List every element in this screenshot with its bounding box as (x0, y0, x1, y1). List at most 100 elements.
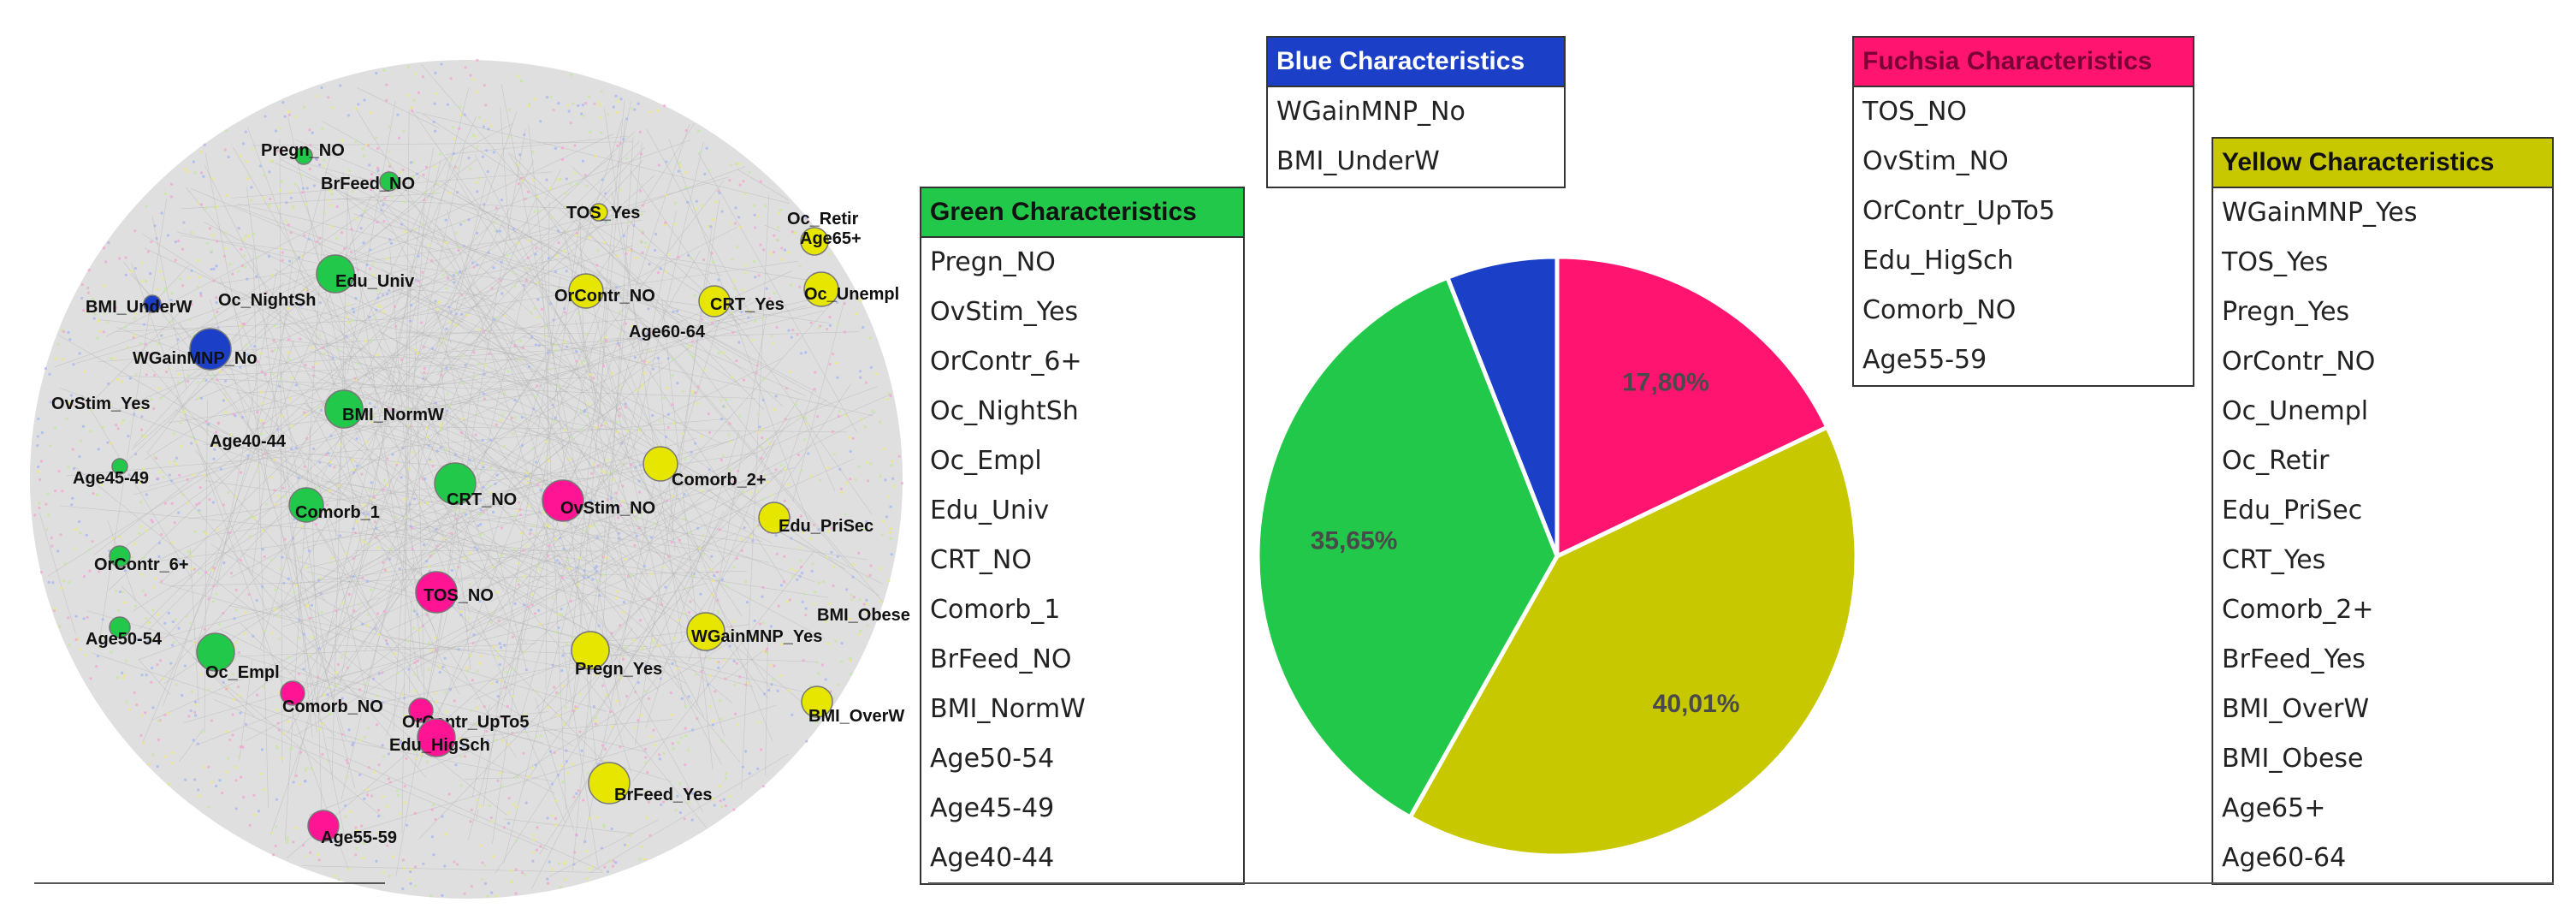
yellow-legend-item: BrFeed_Yes (2222, 644, 2366, 674)
network-node (294, 146, 313, 165)
network-node (698, 285, 731, 318)
network-node-label: BMI_Obese (817, 606, 910, 625)
fuchsia-legend-item: TOS_NO (1862, 97, 1968, 127)
network-node (588, 762, 631, 804)
blue-legend-item: WGainMNP_No (1276, 97, 1466, 127)
network-node (316, 254, 355, 294)
yellow-legend-title: Yellow Characteristics (2213, 139, 2552, 188)
network-node-label: BMI_UnderW (86, 298, 192, 317)
network-node (542, 479, 584, 522)
green-legend-item: Oc_NightSh (930, 396, 1079, 426)
pie-slices (1255, 254, 1859, 858)
yellow-characteristics-legend: Yellow Characteristics WGainMNP_Yes TOS_Y… (2212, 137, 2554, 885)
network-node-label: Oc_Retir (787, 210, 859, 229)
fuchsia-legend-item: OvStim_NO (1862, 146, 2009, 176)
network-node (800, 227, 829, 256)
green-legend-item: Oc_Empl (930, 446, 1042, 476)
bottom-rule-right (928, 882, 2554, 884)
network-node (686, 612, 725, 651)
green-legend-item: OvStim_Yes (930, 297, 1079, 327)
green-legend-item: Age45-49 (930, 793, 1055, 823)
network-node (196, 632, 235, 672)
network-node (109, 616, 131, 638)
network-node-label: Pregn_NO (261, 141, 345, 160)
network-node-label: WGainMNP_No (133, 349, 258, 368)
network-node (109, 545, 131, 567)
network-node (324, 389, 364, 429)
network-node-label: TOS_NO (423, 586, 494, 605)
network-node (288, 487, 324, 523)
bottom-rule-left (34, 882, 385, 884)
network-graph: Pregn_NO BrFeed_NO Edu_Univ Oc_NightSh BMI_U… (30, 58, 910, 899)
yellow-legend-item: TOS_Yes (2222, 247, 2329, 277)
network-node (280, 680, 305, 706)
blue-legend-list: WGainMNP_No BMI_UnderW (1268, 87, 1564, 187)
green-legend-item: BMI_NormW (930, 694, 1086, 724)
network-node-label: CRT_NO (447, 490, 517, 509)
fuchsia-legend-item: Age55-59 (1862, 345, 1987, 375)
network-node (801, 686, 833, 718)
green-characteristics-legend: Green Characteristics Pregn_NO OvStim_Yes… (920, 187, 1245, 885)
network-node (143, 294, 162, 313)
yellow-legend-item: Age65+ (2222, 793, 2326, 823)
network-node-label: TOS_Yes (566, 204, 640, 223)
pie-slice-label: 35,65% (1311, 526, 1398, 555)
fuchsia-characteristics-legend: Fuchsia Characteristics TOS_NO OvStim_NO O… (1852, 36, 2194, 387)
yellow-legend-item: WGainMNP_Yes (2222, 198, 2418, 228)
blue-characteristics-legend: Blue Characteristics WGainMNP_No BMI_Unde… (1266, 36, 1566, 188)
blue-legend-title: Blue Characteristics (1268, 38, 1564, 87)
network-node-label: Age45-49 (73, 469, 149, 488)
network-node-label: OvStim_NO (560, 499, 655, 518)
green-legend-item: BrFeed_NO (930, 644, 1072, 674)
network-node (434, 462, 477, 505)
green-legend-list: Pregn_NO OvStim_Yes OrContr_6+ Oc_NightSh Oc… (921, 238, 1243, 883)
network-node-label: WGainMNP_Yes (691, 627, 822, 646)
green-legend-item: Age50-54 (930, 744, 1055, 774)
network-node (758, 502, 791, 534)
network-node (568, 273, 604, 309)
network-node (408, 697, 434, 723)
network-node (189, 328, 232, 371)
network-node (803, 271, 839, 307)
yellow-legend-item: BMI_Obese (2222, 744, 2364, 774)
network-node-label: OrContr_NO (554, 287, 655, 306)
network-node-label: Pregn_Yes (575, 660, 662, 679)
network-node-label: Edu_PriSec (779, 517, 873, 536)
network-node-label: Oc_Empl (205, 663, 280, 682)
fuchsia-legend-item: OrContr_UpTo5 (1862, 196, 2056, 226)
green-legend-item: OrContr_6+ (930, 347, 1082, 377)
network-node-label: Comorb_2+ (672, 471, 767, 490)
fuchsia-legend-title: Fuchsia Characteristics (1854, 38, 2193, 87)
pie-slice (1255, 275, 1560, 821)
network-node-label: Edu_Univ (335, 272, 415, 291)
network-node-label: Edu_HigSch (389, 736, 490, 755)
network-node (379, 171, 400, 192)
network-node-label: Oc_NightSh (218, 291, 316, 310)
network-nodes: Pregn_NO BrFeed_NO Edu_Univ Oc_NightSh BMI_U… (51, 141, 910, 847)
network-node-label: Oc_Unempl (804, 285, 899, 304)
network-node-label: Age40-44 (210, 432, 287, 451)
pie-chart: 5,93%17,80%40,01%35,65% (1255, 254, 1859, 858)
green-legend-item: Pregn_NO (930, 247, 1056, 277)
pie-slice (1406, 424, 1859, 858)
green-legend-title: Green Characteristics (921, 188, 1243, 238)
green-legend-item: Age40-44 (930, 843, 1055, 873)
pie-slice-label: 40,01% (1653, 690, 1740, 718)
yellow-legend-item: Oc_Retir (2222, 446, 2330, 476)
network-node-label: BrFeed_NO (321, 175, 415, 193)
pie-labels: 5,93%17,80%40,01%35,65% (1311, 369, 1740, 718)
fuchsia-legend-item: Edu_HigSch (1862, 246, 2014, 276)
network-node-label: Age60-64 (629, 323, 706, 341)
pie-slice (1554, 254, 1831, 560)
blue-legend-item: BMI_UnderW (1276, 146, 1440, 176)
yellow-legend-item: Age60-64 (2222, 843, 2347, 873)
network-node (415, 571, 458, 614)
yellow-legend-item: Pregn_Yes (2222, 297, 2350, 327)
yellow-legend-item: BMI_OverW (2222, 694, 2370, 724)
network-node-label: BMI_OverW (808, 707, 904, 726)
green-legend-item: Edu_Univ (930, 496, 1050, 525)
network-node (571, 631, 610, 670)
network-node-label: Comorb_NO (282, 697, 383, 716)
network-node (307, 810, 340, 842)
network-node-label: Comorb_1 (295, 503, 380, 522)
